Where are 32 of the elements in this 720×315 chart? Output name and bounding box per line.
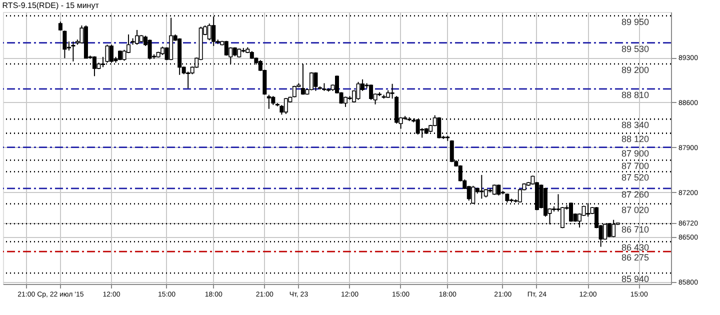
ref-line-label: 87 020 (621, 204, 649, 215)
candlestick (356, 81, 360, 100)
candlestick (135, 29, 140, 46)
candlestick (266, 94, 271, 110)
candlestick (71, 41, 76, 62)
candlestick (480, 174, 484, 200)
ref-line-label: 88 340 (621, 120, 649, 130)
candlestick (314, 72, 318, 92)
ref-line-label: 87 520 (621, 172, 649, 183)
ref-line-label: 87 260 (621, 189, 649, 200)
candlestick (492, 184, 496, 196)
ref-line-label: 87 900 (621, 148, 649, 158)
candlestick (207, 23, 212, 41)
candlestick (309, 72, 314, 91)
candlestick (62, 30, 67, 59)
ref-line-label: 86 275 (621, 252, 649, 263)
candlestick (344, 96, 348, 108)
ref-line-label: 89 530 (621, 44, 649, 54)
candlestick (148, 39, 152, 60)
candlestick (496, 184, 501, 196)
ref-line-label: 89 200 (621, 64, 649, 75)
candlestick (369, 84, 374, 100)
ref-line-label: 88 120 (621, 134, 649, 144)
ref-line-label: 87 700 (621, 161, 649, 172)
ref-line-label: 89 950 (621, 16, 649, 27)
candlestick (284, 97, 288, 114)
candlestick (212, 16, 216, 46)
ref-line-label: 86 710 (621, 224, 649, 235)
ref-line-label: 85 940 (621, 274, 649, 284)
chart-title: RTS-9.15(RDE) - 15 минут (2, 1, 100, 10)
ref-line-label: 88 810 (621, 90, 649, 100)
ref-line-label: 86 430 (621, 242, 649, 253)
